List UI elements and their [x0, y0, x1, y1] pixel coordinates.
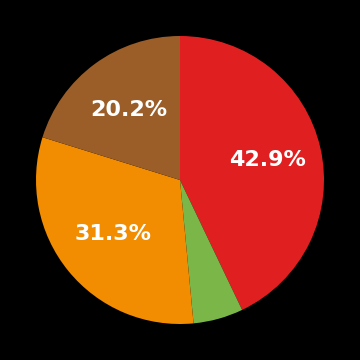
Wedge shape: [42, 36, 180, 180]
Wedge shape: [36, 137, 194, 324]
Text: 42.9%: 42.9%: [229, 150, 306, 170]
Wedge shape: [180, 180, 242, 323]
Wedge shape: [180, 36, 324, 310]
Text: 20.2%: 20.2%: [90, 100, 167, 121]
Text: 31.3%: 31.3%: [75, 224, 152, 244]
